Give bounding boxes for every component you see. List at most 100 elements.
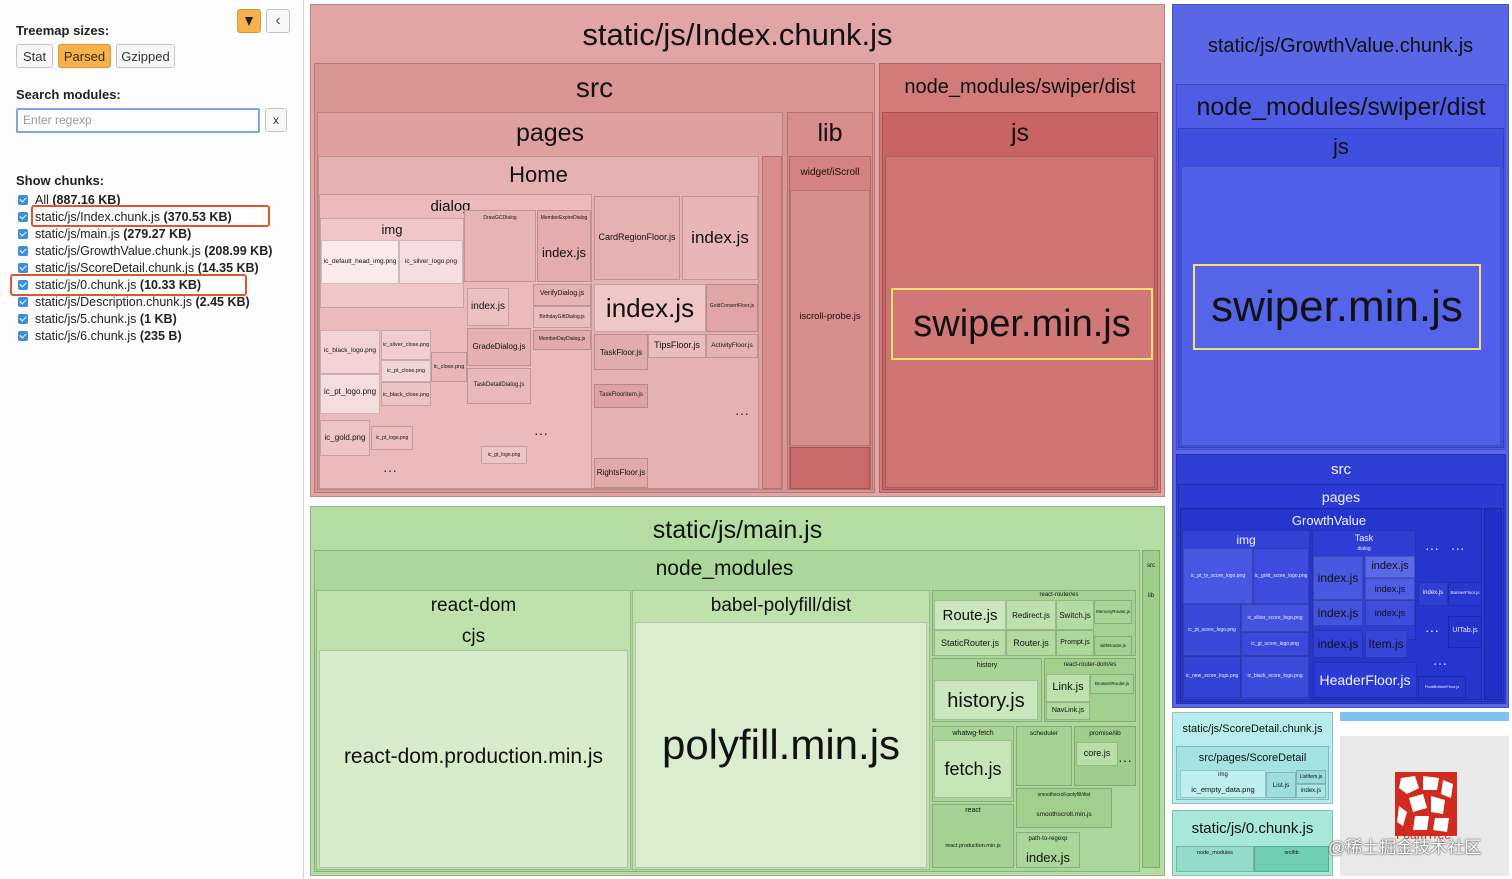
pt-score-img-label: ic_pt_score_logo.png [1188, 627, 1236, 633]
treemap-task-detail-dialog[interactable]: TaskDetailDialog.js [467, 368, 531, 404]
treemap-pt-score-img[interactable]: ic_pt_score_logo.png [1183, 604, 1241, 656]
treemap-grade-dialog[interactable]: GradeDialog.js [467, 328, 531, 366]
treemap-scoredetail-index[interactable]: index.js [1296, 784, 1326, 798]
treemap-prompt[interactable]: Prompt.js [1056, 630, 1094, 656]
treemap-scheduler[interactable]: scheduler [1016, 726, 1072, 786]
treemap-banner-floor[interactable]: BannerFloor.js [1448, 582, 1482, 606]
treemap-fetch[interactable]: fetch.js [934, 740, 1012, 798]
treemap-growth-swiper-min-highlight[interactable]: swiper.min.js [1193, 264, 1481, 350]
treemap-index-mid[interactable]: index.js [682, 196, 758, 280]
treemap-path-to-regexp[interactable]: path-to-regexp index.js [1016, 832, 1080, 868]
treemap-description-chunk[interactable] [1340, 712, 1509, 721]
treemap-gold-img[interactable]: ic_gold.png [320, 420, 370, 456]
treemap-black-close-img[interactable]: ic_black_close.png [381, 382, 431, 406]
treemap-task-floor-item[interactable]: TaskFloorItem.js [594, 384, 648, 408]
highlight-index-chunk [31, 205, 270, 227]
treemap-scoredetail-img[interactable]: img ic_empty_data.png [1180, 770, 1266, 798]
treemap-browser-router[interactable]: BrowserRouter.js [1090, 674, 1134, 694]
treemap-history[interactable]: history.js [934, 680, 1038, 720]
treemap-ui-tab[interactable]: UITab.js [1448, 616, 1482, 648]
treemap-growth-index-f[interactable]: index.js [1313, 630, 1363, 658]
treemap-close-img[interactable]: ic_close.png [431, 352, 467, 382]
treemap-black-score-img[interactable]: ic_black_score_logo.png [1241, 656, 1309, 698]
treemap-default-head-img[interactable]: ic_default_head_img.png [321, 240, 399, 284]
chunk-checkbox-index[interactable]: static/js/Index.chunk.js (370.53 KB) [18, 209, 232, 225]
treemap-pt-logo-small-img[interactable]: ic_pt_logo.png [371, 426, 413, 450]
treemap-react[interactable]: react react.production.min.js [932, 804, 1014, 868]
size-stat-button[interactable]: Stat [16, 44, 53, 68]
treemap-silver-score-img[interactable]: ic_silver_score_logo.png [1241, 604, 1309, 632]
treemap-growth-item[interactable]: Item.js [1365, 630, 1407, 658]
treemap-switch[interactable]: Switch.js [1056, 600, 1094, 630]
pin-button[interactable] [237, 9, 261, 33]
chunk-checkbox-scoredetail[interactable]: static/js/ScoreDetail.chunk.js (14.35 KB… [18, 260, 259, 276]
treemap-iscroll-probe[interactable]: iscroll-probe.js [790, 190, 870, 446]
treemap-card-region-floor[interactable]: CardRegionFloor.js [594, 196, 680, 280]
treemap-black-logo-img[interactable]: ic_black_logo.png [320, 330, 380, 374]
treemap-link[interactable]: Link.js [1046, 674, 1090, 702]
treemap-silver-logo-img[interactable]: ic_silver_logo.png [399, 240, 463, 284]
treemap-iscroll-misc[interactable] [790, 447, 870, 489]
treemap-pt-close-img[interactable]: ic_pt_close.png [381, 360, 431, 382]
treemap-pt-logo-img[interactable]: ic_pt_logo.png [320, 374, 380, 414]
search-input[interactable]: Enter regexp [16, 108, 260, 133]
treemap-with-router[interactable]: withRouter.js [1094, 636, 1132, 656]
treemap-birthday-gift-dialog[interactable]: BirthdayGiftDialog.js [533, 306, 591, 328]
chunk-checkbox-0[interactable]: static/js/0.chunk.js (10.33 KB) [18, 277, 201, 293]
treemap-route[interactable]: Route.js [934, 600, 1006, 630]
treemap-gt-logo-img[interactable]: ic_gt_logo.png [481, 446, 527, 464]
treemap-index-pages-scroll[interactable] [762, 156, 782, 489]
treemap-gold-convert-floor[interactable]: GoldConvertFloor.js [706, 284, 758, 332]
treemap-growth-side-strip[interactable] [1484, 508, 1502, 700]
treemap-swiper-min-highlight[interactable]: swiper.min.js [891, 288, 1153, 360]
treemap-redirect[interactable]: Redirect.js [1006, 600, 1056, 630]
size-gzipped-button[interactable]: Gzipped [116, 44, 175, 68]
chunk-checkbox-6[interactable]: static/js/6.chunk.js (235 B) [18, 328, 182, 344]
treemap-growth-index-c[interactable]: index.js [1365, 578, 1415, 600]
treemap-core[interactable]: core.js [1076, 742, 1118, 766]
treemap-pt-ty-score-img[interactable]: ic_pt_ty_score_logo.png [1183, 548, 1253, 604]
treemap-float-bottom-floor[interactable]: FloatBottomFloor.js [1418, 676, 1466, 698]
gold-convert-floor-label: GoldConvertFloor.js [709, 303, 755, 309]
treemap-0-src-lib[interactable]: src/lib [1254, 846, 1329, 872]
chunk-checkbox-main[interactable]: static/js/main.js (279.27 KB) [18, 226, 191, 242]
treemap-growth-index-e[interactable]: index.js [1365, 600, 1415, 626]
treemap-activity-floor[interactable]: ActivityFloor.js [706, 334, 758, 358]
treemap-index-small[interactable]: index.js [467, 288, 509, 326]
treemap-task-floor[interactable]: TaskFloor.js [594, 334, 648, 370]
chunk-checkbox-growthvalue[interactable]: static/js/GrowthValue.chunk.js (208.99 K… [18, 243, 272, 259]
treemap-gt-score-img[interactable]: ic_gt_score_logo.png [1241, 632, 1309, 656]
treemap-growth-index-a[interactable]: index.js [1313, 556, 1363, 600]
treemap-scoredetail-list[interactable]: List.js [1266, 772, 1296, 798]
treemap-growth-index-g[interactable]: index.js [1418, 582, 1448, 606]
collapse-sidebar-button[interactable]: ‹ [266, 9, 290, 33]
treemap-main-src[interactable]: src lib [1142, 550, 1160, 868]
treemap-member-expire-dialog[interactable]: MemberExpireDialog index.js [537, 210, 591, 282]
treemap-draw-gc-dialog[interactable]: DrawGCDialog [464, 210, 536, 282]
treemap-growth-index-b[interactable]: index.js [1365, 556, 1415, 578]
clear-search-button[interactable]: x [265, 108, 287, 132]
treemap-memory-router[interactable]: MemoryRouter.js [1094, 600, 1132, 624]
treemap-silver-close-img[interactable]: ic_silver_close.png [381, 330, 431, 360]
treemap-growth-index-d[interactable]: index.js [1313, 600, 1363, 626]
treemap-index-big[interactable]: index.js [594, 284, 706, 332]
treemap-react-dom-production[interactable]: react-dom.production.min.js [319, 650, 628, 868]
chunk-checkbox-5[interactable]: static/js/5.chunk.js (1 KB) [18, 311, 177, 327]
treemap-static-router[interactable]: StaticRouter.js [934, 630, 1006, 656]
chunk-checkbox-description[interactable]: static/js/Description.chunk.js (2.45 KB) [18, 294, 250, 310]
treemap-header-floor[interactable]: HeaderFloor.js [1313, 662, 1417, 698]
treemap-0-node-modules[interactable]: node_modules [1176, 846, 1254, 872]
treemap-navlink[interactable]: NavLink.js [1046, 702, 1090, 720]
treemap-polyfill-min[interactable]: polyfill.min.js [635, 622, 927, 868]
treemap-member-day-dialog[interactable]: MemberDayDialog.js [533, 330, 591, 350]
size-parsed-button[interactable]: Parsed [58, 44, 111, 68]
treemap-smoothscroll-dist[interactable]: smoothscroll-polyfill/dist smoothscroll.… [1016, 788, 1112, 828]
treemap-tips-floor[interactable]: TipsFloor.js [648, 334, 706, 358]
treemap-router[interactable]: Router.js [1006, 630, 1056, 656]
chunk-checkbox-all[interactable]: All (887.16 KB) [18, 192, 120, 208]
treemap-verify-dialog[interactable]: VerifyDialog.js [533, 284, 591, 306]
treemap-rights-floor[interactable]: RightsFloor.js [594, 458, 648, 488]
treemap-gold-score-img[interactable]: ic_gold_score_logo.png [1253, 548, 1309, 604]
treemap-scoredetail-listitem[interactable]: ListItem.js [1296, 770, 1326, 784]
treemap-new-score-img[interactable]: ic_new_score_logo.png [1183, 656, 1241, 698]
